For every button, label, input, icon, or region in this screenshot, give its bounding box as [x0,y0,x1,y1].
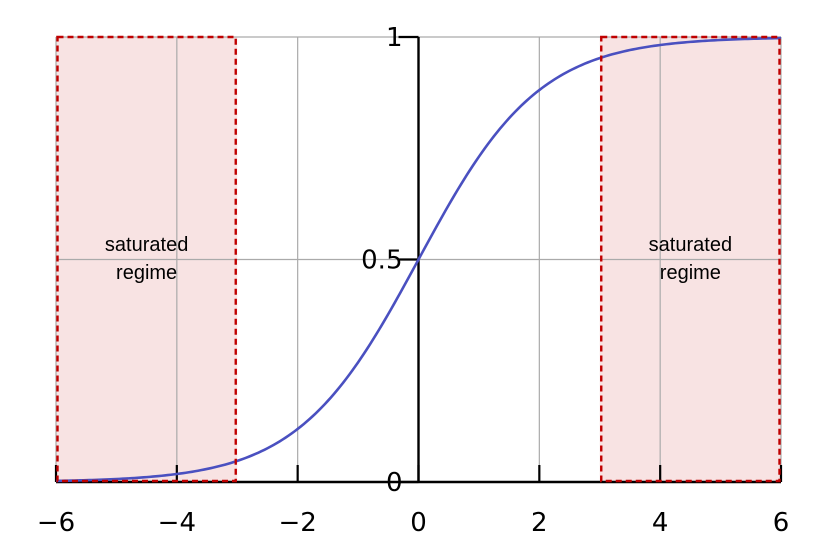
labels: −6 −4 −2 0 2 4 6 0 0.5 1 saturated regime saturated r… [37,23,789,538]
x-tick-label-0: −6 [37,508,75,538]
sigmoid-curve [55,36,782,483]
region-label-line2-0: regime [116,262,177,284]
x-tick-label-4: 2 [531,508,548,538]
curve-layer [55,36,782,483]
x-tick-label-6: 6 [773,508,790,538]
x-tick-label-2: −2 [279,508,317,538]
y-tick-label-1: 0.5 [361,246,402,276]
x-tick-label-3: 0 [410,508,427,538]
saturated-region-border-0 [56,35,237,483]
region-label-line1-1: saturated [649,234,732,256]
y-tick-label-0: 0 [386,468,403,498]
region-label-line1-0: saturated [105,234,188,256]
x-tick-label-5: 4 [652,508,669,538]
x-tick-label-1: −4 [158,508,196,538]
region-borders [56,35,781,483]
region-label-line2-1: regime [660,262,721,284]
saturated-region-border-1 [600,35,781,483]
y-tick-label-2: 1 [386,23,403,53]
